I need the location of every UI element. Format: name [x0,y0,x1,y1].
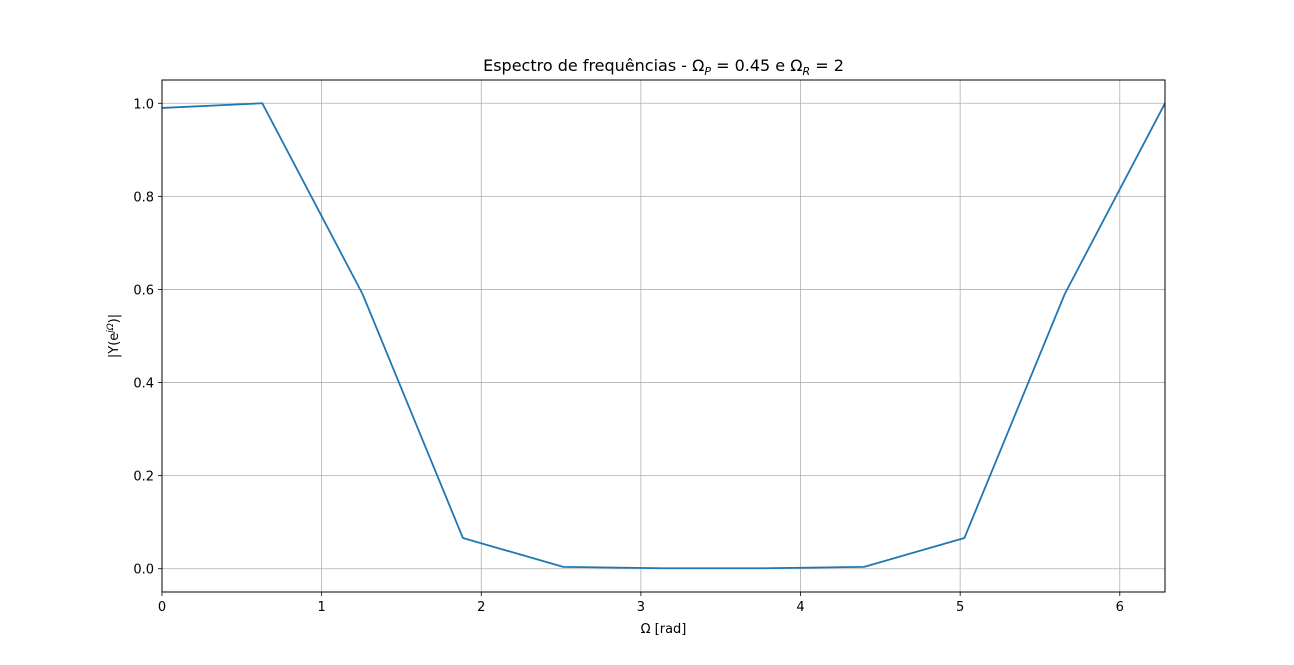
x-tick-label: 5 [956,600,964,615]
axis-ticks: 0 1 2 3 4 5 6 0.0 0.2 0.4 0.6 0.8 1.0 [133,97,1124,615]
series-layer [161,102,1166,570]
y-tick-label: 0.6 [133,283,154,298]
y-tick-label: 0.8 [133,190,154,205]
x-tick-label: 0 [158,600,166,615]
x-axis-label: Ω [rad] [641,622,687,637]
y-tick-label: 0.0 [133,563,154,578]
x-tick-label: 1 [317,600,325,615]
x-tick-label: 6 [1116,600,1124,615]
series-line [161,102,1166,570]
x-tick-label: 2 [477,600,485,615]
chart-title: Espectro de frequências - ΩP = 0.45 e ΩR… [483,56,844,78]
y-tick-label: 1.0 [133,97,154,112]
x-tick-label: 4 [796,600,804,615]
y-tick-label: 0.4 [133,377,154,392]
plot-area-frame [161,79,1166,593]
y-axis-label: |Y(ejΩ)| [106,314,122,358]
x-tick-label: 3 [637,600,645,615]
grid-lines [161,80,1165,592]
y-tick-label: 0.2 [133,470,154,485]
